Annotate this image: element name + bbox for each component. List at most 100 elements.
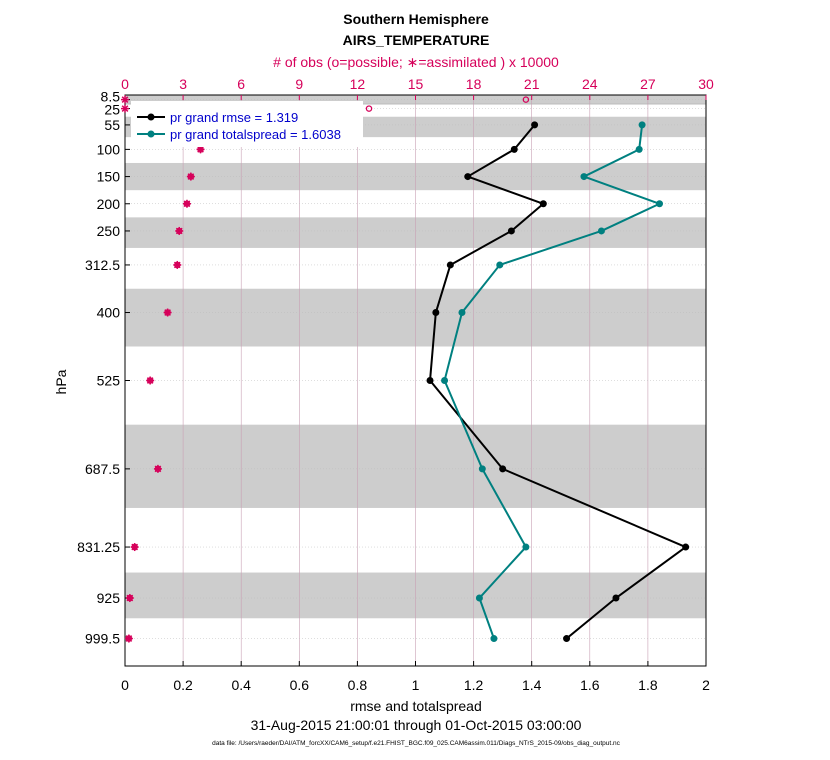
y-tick-label: 55 [104,117,120,133]
totalspread-point [475,594,483,602]
rmse-point [446,261,454,269]
obs-asterisk-stroke [126,594,134,602]
x-tick-label: 0.8 [348,677,368,693]
x-tick-label: 1 [412,677,420,693]
x-tick-label: 1.8 [638,677,658,693]
obs-assimilated-marker [121,95,129,104]
rmse-point [682,543,690,551]
y-tick-label: 999.5 [85,631,120,647]
x-tick-label: 1.6 [580,677,600,693]
y-tick-label: 400 [97,305,121,321]
rmse-point [464,173,472,181]
obs-asterisk-stroke [154,465,162,473]
rmse-point [507,227,515,235]
y-tick-label: 925 [97,590,121,606]
totalspread-line [443,124,661,639]
totalspread-point [638,121,646,129]
rmse-point [499,465,507,473]
footnote: data file: /Users/raeder/DAI/ATM_forcXX/… [212,740,621,747]
obs-asterisk-stroke [173,261,181,269]
rmse-point [539,200,547,208]
top-tick-label: 15 [408,76,424,92]
top-tick-label: 30 [698,76,714,92]
x-tick-label: 1.2 [464,677,484,693]
totalspread-point [441,377,449,384]
obs-assimilated-marker [175,226,184,235]
x-tick-label: 1.4 [522,677,542,693]
top-tick-label: 21 [524,76,540,92]
totalspread-point [522,543,530,551]
top-axis-label: # of obs (o=possible; ∗=assimilated ) x … [273,54,559,70]
rmse-point [432,309,440,317]
obs-assimilated-marker [121,104,129,113]
obs-asterisk-stroke [164,309,171,316]
top-tick-label: 9 [295,76,303,92]
rmse-point [510,145,518,153]
obs-asterisk-stroke [175,227,183,235]
obs-assimilated-marker [146,376,155,385]
obs-assimilated-marker [163,308,172,317]
y-tick-label: 831.25 [77,539,120,555]
top-tick-label: 6 [237,76,245,92]
date-range: 31-Aug-2015 21:00:01 through 01-Oct-2015… [251,717,582,733]
y-tick-label: 8.5 [101,89,121,105]
totalspread-point [635,145,643,153]
obs-assimilated-marker [124,634,133,643]
obs-assimilated-marker [153,464,162,473]
rmse-point [426,377,434,384]
top-tick-label: 27 [640,76,656,92]
y-tick-label: 150 [97,169,121,185]
y-tick-label: 687.5 [85,461,120,477]
obs-count-markers [121,95,530,643]
top-axis: 0 3 6 9 12 15 18 21 24 27 30 [121,76,714,100]
obs-asterisk-stroke [121,105,129,112]
obs-asterisk-stroke [197,146,204,153]
totalspread-point [496,261,504,269]
x-tick-label: 2 [702,677,710,693]
obs-possible-marker [522,96,530,103]
top-tick-label: 0 [121,76,129,92]
rmse-point [563,635,571,643]
top-tick-label: 12 [350,76,366,92]
legend-rmse-marker [147,113,155,121]
obs-asterisk-stroke [183,200,191,208]
legend: pr grand rmse = 1.319 pr grand totalspre… [131,101,363,147]
obs-possible-marker [365,105,373,112]
totalspread-point [478,465,486,473]
y-tick-label: 250 [97,223,121,239]
legend-spread-marker [147,130,155,138]
obs-assimilated-marker [186,172,195,181]
legend-rmse-label: pr grand rmse = 1.319 [170,110,298,125]
top-tick-label: 18 [466,76,482,92]
legend-spread-label: pr grand totalspread = 1.6038 [170,127,341,142]
totalspread-point [597,227,605,235]
x-axis: 0 0.2 0.4 0.6 0.8 1 1.2 1.4 1.6 1.8 2 [121,661,710,693]
rmse-point [531,121,539,129]
obs-assimilated-marker [130,543,139,552]
totalspread-point [656,200,664,208]
obs-assimilated-marker [182,199,191,208]
x-tick-label: 0 [121,677,129,693]
chart-title: Southern Hemisphere [343,11,489,27]
x-tick-label: 0.2 [173,677,193,693]
totalspread-point [458,309,466,317]
x-tick-label: 0.6 [290,677,310,693]
chart-subtitle: AIRS_TEMPERATURE [343,32,490,48]
top-tick-label: 3 [179,76,187,92]
obs-asterisk-stroke [121,96,129,103]
x-axis-label: rmse and totalspread [350,698,482,714]
y-tick-label: 525 [97,373,121,389]
obs-asterisk-stroke [125,635,133,642]
y-tick-label: 25 [104,102,120,118]
y-tick-label: 100 [97,141,121,157]
y-tick-label: 312.5 [85,257,120,273]
totalspread-point [580,173,588,181]
y-tick-label: 200 [97,196,121,212]
obs-asterisk-stroke [131,543,139,551]
data-series [426,121,690,643]
totalspread-point [490,635,498,643]
obs-assimilated-marker [173,260,182,269]
obs-assimilated-marker [125,594,134,603]
